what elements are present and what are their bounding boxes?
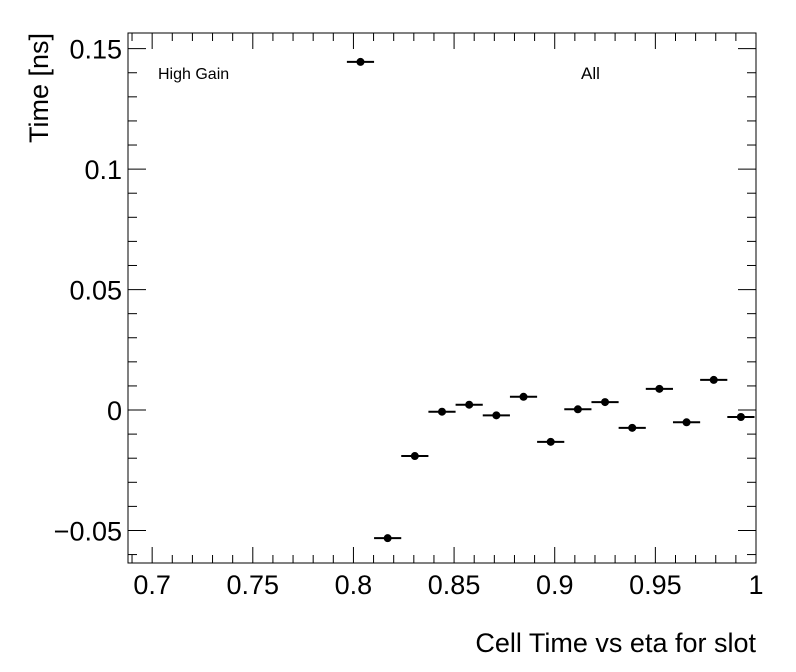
marker xyxy=(601,398,610,407)
y-tick-label: 0.1 xyxy=(84,155,122,185)
annotation-all: All xyxy=(581,64,600,83)
marker xyxy=(492,411,501,420)
data-point xyxy=(428,407,456,416)
data-point xyxy=(455,400,483,409)
marker xyxy=(709,375,718,384)
y-tick-label: 0 xyxy=(107,396,122,426)
marker xyxy=(655,384,664,393)
data-point xyxy=(727,413,755,422)
marker xyxy=(628,423,637,432)
data-point xyxy=(564,405,592,414)
x-tick-label: 0.95 xyxy=(629,570,682,600)
y-tick-label: 0.15 xyxy=(69,35,122,65)
x-tick-label: 0.9 xyxy=(536,570,574,600)
marker xyxy=(736,413,745,422)
tick-labels: 0.7 0.75 0.8 0.85 0.9 0.95 1 −0.05 0 0.05 0.1 0.15 xyxy=(54,35,764,600)
y-tick-label: −0.05 xyxy=(54,516,122,546)
plot-frame xyxy=(127,32,757,564)
data-point xyxy=(591,398,619,407)
x-tick-label: 1 xyxy=(748,570,763,600)
data-point xyxy=(700,375,728,384)
data-point xyxy=(509,392,538,401)
data-point xyxy=(618,423,646,432)
x-tick-label: 0.7 xyxy=(133,570,171,600)
marker xyxy=(573,405,582,414)
marker xyxy=(519,392,528,401)
axis-ticks xyxy=(128,33,757,563)
marker xyxy=(438,407,446,416)
data-point xyxy=(346,57,375,66)
data-point xyxy=(537,437,565,446)
x-tick-label: 0.85 xyxy=(428,570,481,600)
marker xyxy=(546,437,555,446)
y-axis-label: Time [ns] xyxy=(24,33,54,143)
x-tick-label: 0.75 xyxy=(227,570,280,600)
data-point xyxy=(374,534,402,543)
marker xyxy=(682,418,691,427)
marker xyxy=(356,57,365,66)
y-tick-label: 0.05 xyxy=(69,276,122,306)
annotation-high-gain: High Gain xyxy=(158,66,229,83)
data-point xyxy=(645,384,673,393)
data-point xyxy=(401,452,429,461)
data-points xyxy=(346,57,755,543)
data-point xyxy=(482,411,510,420)
marker xyxy=(465,400,474,409)
marker xyxy=(410,452,419,461)
x-tick-label: 0.8 xyxy=(335,570,373,600)
data-point xyxy=(672,418,701,427)
x-axis-label: Cell Time vs eta for slot xyxy=(475,628,756,658)
marker xyxy=(383,534,392,543)
